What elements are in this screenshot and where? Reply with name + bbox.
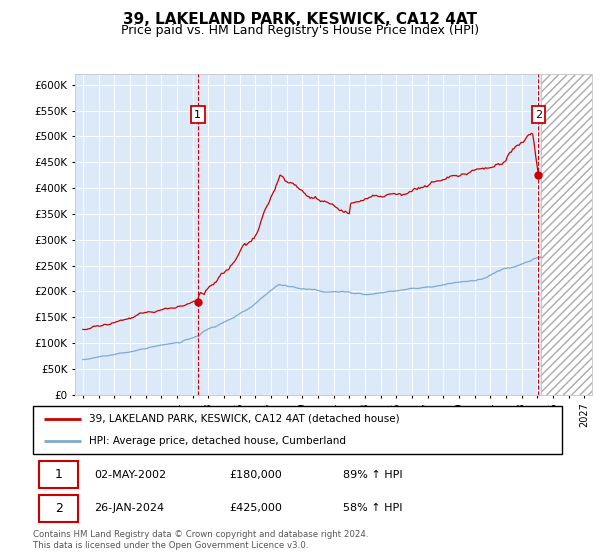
FancyBboxPatch shape <box>40 495 78 522</box>
Text: 58% ↑ HPI: 58% ↑ HPI <box>343 503 402 514</box>
Text: 1: 1 <box>55 468 62 481</box>
Text: HPI: Average price, detached house, Cumberland: HPI: Average price, detached house, Cumb… <box>89 436 346 446</box>
Text: 39, LAKELAND PARK, KESWICK, CA12 4AT: 39, LAKELAND PARK, KESWICK, CA12 4AT <box>123 12 477 27</box>
Text: 1: 1 <box>194 110 201 119</box>
FancyBboxPatch shape <box>40 461 78 488</box>
Text: 2: 2 <box>55 502 62 515</box>
Text: Contains HM Land Registry data © Crown copyright and database right 2024.
This d: Contains HM Land Registry data © Crown c… <box>33 530 368 550</box>
Text: 89% ↑ HPI: 89% ↑ HPI <box>343 470 402 480</box>
Text: £180,000: £180,000 <box>229 470 281 480</box>
Text: 2: 2 <box>535 110 542 119</box>
Text: £425,000: £425,000 <box>229 503 281 514</box>
Text: Price paid vs. HM Land Registry's House Price Index (HPI): Price paid vs. HM Land Registry's House … <box>121 24 479 37</box>
Text: 39, LAKELAND PARK, KESWICK, CA12 4AT (detached house): 39, LAKELAND PARK, KESWICK, CA12 4AT (de… <box>89 414 399 424</box>
FancyBboxPatch shape <box>33 406 562 454</box>
Text: 02-MAY-2002: 02-MAY-2002 <box>94 470 166 480</box>
Text: 26-JAN-2024: 26-JAN-2024 <box>94 503 164 514</box>
